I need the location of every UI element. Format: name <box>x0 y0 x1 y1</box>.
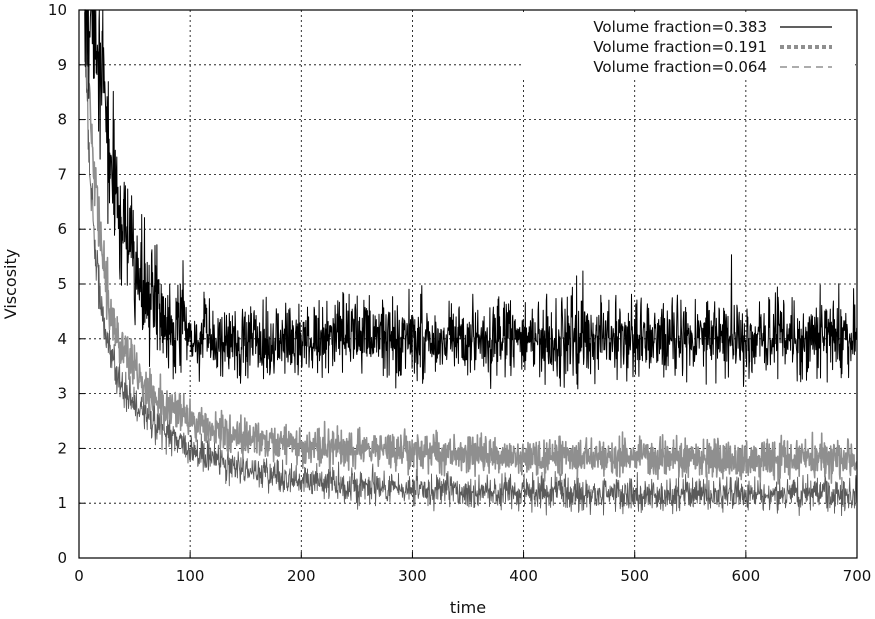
series-line-3 <box>84 12 858 517</box>
y-tick-label: 9 <box>57 56 67 74</box>
x-axis-ticks: 0 100 200 300 400 500 600 700 <box>74 552 871 585</box>
series-line-1 <box>84 9 858 390</box>
y-tick-label: 2 <box>57 439 67 457</box>
y-axis-label: Viscosity <box>1 249 20 319</box>
y-axis-ticks: 0 1 2 3 4 5 6 7 8 9 10 <box>48 1 85 567</box>
y-tick-label: 1 <box>57 494 67 512</box>
x-tick-label: 0 <box>74 567 84 585</box>
y-tick-label: 4 <box>57 330 67 348</box>
legend: Volume fraction=0.383 Volume fraction=0.1… <box>522 12 855 80</box>
series-layer <box>84 9 858 517</box>
x-tick-label: 200 <box>287 567 316 585</box>
legend-label: Volume fraction=0.383 <box>593 18 767 36</box>
legend-box <box>522 12 855 80</box>
y-tick-label: 6 <box>57 220 67 238</box>
legend-label: Volume fraction=0.064 <box>593 58 767 76</box>
y-tick-label: 5 <box>57 275 67 293</box>
y-tick-label: 7 <box>57 165 67 183</box>
x-tick-label: 700 <box>843 567 872 585</box>
y-tick-label: 10 <box>48 1 67 19</box>
y-tick-label: 0 <box>57 549 67 567</box>
x-axis-label: time <box>450 598 486 617</box>
series-line-2 <box>84 9 858 485</box>
x-tick-label: 500 <box>620 567 649 585</box>
y-tick-label: 3 <box>57 385 67 403</box>
legend-label: Volume fraction=0.191 <box>593 38 767 56</box>
x-tick-label: 300 <box>398 567 427 585</box>
x-tick-label: 400 <box>509 567 538 585</box>
x-tick-label: 100 <box>176 567 205 585</box>
x-tick-label: 600 <box>732 567 761 585</box>
y-tick-label: 8 <box>57 111 67 129</box>
